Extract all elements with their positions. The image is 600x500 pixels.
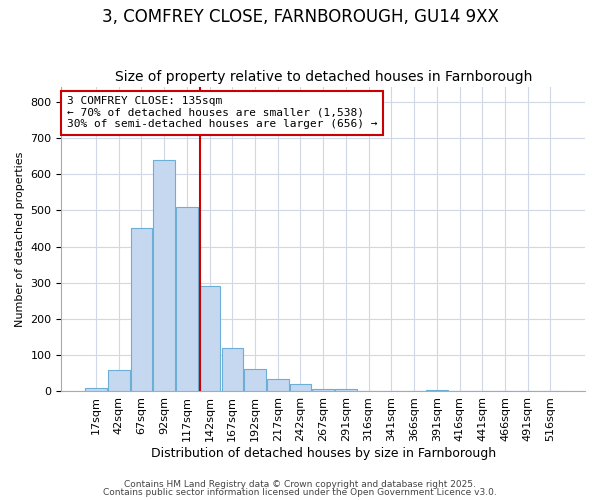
Bar <box>267 379 289 392</box>
Bar <box>426 390 448 392</box>
Bar <box>199 286 220 392</box>
Text: 3 COMFREY CLOSE: 135sqm
← 70% of detached houses are smaller (1,538)
30% of semi: 3 COMFREY CLOSE: 135sqm ← 70% of detache… <box>67 96 377 130</box>
Y-axis label: Number of detached properties: Number of detached properties <box>15 152 25 327</box>
Bar <box>154 160 175 392</box>
Bar <box>176 206 197 392</box>
Title: Size of property relative to detached houses in Farnborough: Size of property relative to detached ho… <box>115 70 532 85</box>
Text: Contains HM Land Registry data © Crown copyright and database right 2025.: Contains HM Land Registry data © Crown c… <box>124 480 476 489</box>
Text: 3, COMFREY CLOSE, FARNBOROUGH, GU14 9XX: 3, COMFREY CLOSE, FARNBOROUGH, GU14 9XX <box>101 8 499 26</box>
Text: Contains public sector information licensed under the Open Government Licence v3: Contains public sector information licen… <box>103 488 497 497</box>
Bar <box>290 384 311 392</box>
Bar <box>108 370 130 392</box>
Bar <box>85 388 107 392</box>
Bar <box>313 388 334 392</box>
Bar <box>131 228 152 392</box>
Bar <box>335 388 357 392</box>
Bar <box>244 368 266 392</box>
Bar <box>221 348 243 392</box>
X-axis label: Distribution of detached houses by size in Farnborough: Distribution of detached houses by size … <box>151 447 496 460</box>
